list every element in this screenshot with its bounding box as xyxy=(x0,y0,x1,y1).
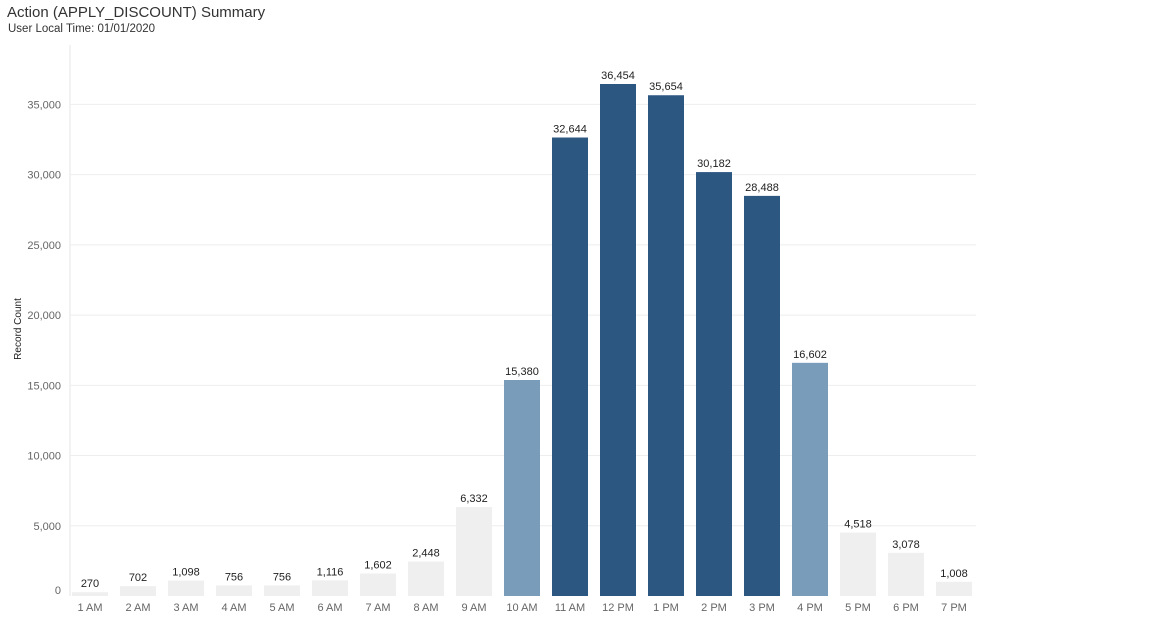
x-tick-label: 7 PM xyxy=(941,602,967,614)
data-label: 35,654 xyxy=(649,81,683,93)
x-tick-label: 5 AM xyxy=(269,602,294,614)
x-axis-ticks: 1 AM 2 AM 3 AM 4 AM 5 AM 6 AM 7 AM 8 AM 9 AM 10 A… xyxy=(77,602,966,614)
data-label: 270 xyxy=(81,578,99,590)
y-tick-label: 25,000 xyxy=(27,240,61,252)
bar xyxy=(408,561,444,596)
data-label: 756 xyxy=(273,571,291,583)
data-label: 4,518 xyxy=(844,519,872,531)
data-label: 36,454 xyxy=(601,70,635,82)
x-tick-label: 4 AM xyxy=(221,602,246,614)
data-label: 1,008 xyxy=(940,568,968,580)
bar xyxy=(936,581,972,596)
bar xyxy=(648,95,684,597)
bar xyxy=(264,585,300,596)
data-label: 702 xyxy=(129,572,147,584)
x-tick-label: 2 AM xyxy=(125,602,150,614)
data-label: 3,078 xyxy=(892,539,920,551)
x-tick-label: 2 PM xyxy=(701,602,727,614)
x-tick-label: 11 AM xyxy=(555,602,585,614)
x-tick-label: 10 AM xyxy=(506,602,537,614)
bar xyxy=(312,580,348,596)
bar xyxy=(72,592,108,596)
bar xyxy=(744,195,780,596)
bars xyxy=(72,84,972,597)
data-label: 15,380 xyxy=(505,366,539,378)
bar xyxy=(504,379,540,596)
data-label: 1,602 xyxy=(364,559,392,571)
bar xyxy=(120,586,156,596)
y-axis-ticks: 0 5,000 10,000 15,000 20,000 25,000 30,000 35,0… xyxy=(27,99,61,597)
data-label: 756 xyxy=(225,571,243,583)
data-labels: 270 702 1,098 756 756 1,116 1,602 2,448 6,332 15,… xyxy=(81,70,968,590)
y-tick-label: 35,000 xyxy=(27,99,61,111)
y-tick-label: 10,000 xyxy=(27,451,61,463)
x-tick-label: 3 AM xyxy=(173,602,198,614)
bar xyxy=(216,585,252,596)
bar xyxy=(840,532,876,596)
y-axis-title: Record Count xyxy=(13,298,24,360)
x-tick-label: 12 PM xyxy=(602,602,634,614)
x-tick-label: 9 AM xyxy=(461,602,486,614)
x-tick-label: 7 AM xyxy=(365,602,390,614)
bar xyxy=(600,84,636,596)
data-label: 2,448 xyxy=(412,548,440,560)
data-label: 32,644 xyxy=(553,124,587,136)
x-tick-label: 6 PM xyxy=(893,602,919,614)
x-tick-label: 3 PM xyxy=(749,602,775,614)
y-tick-label: 20,000 xyxy=(27,310,61,322)
x-tick-label: 1 AM xyxy=(77,602,102,614)
x-tick-label: 4 PM xyxy=(797,602,823,614)
y-tick-label: 0 xyxy=(55,585,61,597)
x-tick-label: 1 PM xyxy=(653,602,679,614)
bar xyxy=(696,172,732,596)
y-tick-label: 15,000 xyxy=(27,380,61,392)
bar xyxy=(792,362,828,596)
data-label: 30,182 xyxy=(697,158,731,170)
data-label: 1,116 xyxy=(317,566,344,578)
chart-subtitle: User Local Time: 01/01/2020 xyxy=(8,23,156,35)
bar xyxy=(552,137,588,596)
bar xyxy=(888,552,924,596)
x-tick-label: 8 AM xyxy=(413,602,438,614)
data-label: 28,488 xyxy=(745,182,779,194)
bar xyxy=(360,573,396,596)
x-tick-label: 6 AM xyxy=(317,602,342,614)
bar xyxy=(456,507,492,596)
chart-title: Action (APPLY_DISCOUNT) Summary xyxy=(7,4,266,21)
data-label: 6,332 xyxy=(460,493,488,505)
data-label: 16,602 xyxy=(793,349,827,361)
x-tick-label: 5 PM xyxy=(845,602,871,614)
bar xyxy=(168,580,204,596)
y-tick-label: 30,000 xyxy=(27,170,61,182)
y-tick-label: 5,000 xyxy=(33,521,61,533)
data-label: 1,098 xyxy=(172,567,200,579)
